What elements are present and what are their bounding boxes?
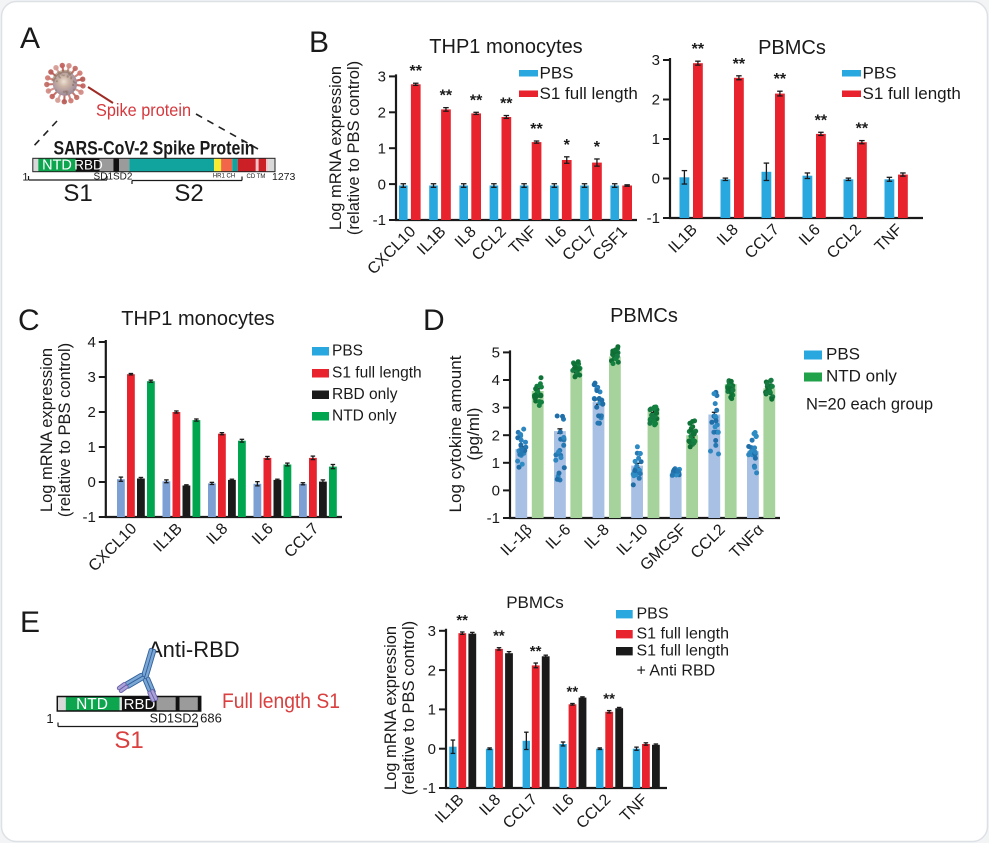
svg-text:4: 4	[87, 334, 95, 351]
svg-text:**: **	[530, 643, 542, 660]
svg-text:3: 3	[428, 623, 436, 640]
svg-text:**: **	[774, 71, 787, 88]
svg-text:D: D	[423, 304, 445, 337]
svg-text:PBMCs: PBMCs	[758, 37, 826, 59]
svg-text:1: 1	[46, 711, 53, 726]
svg-text:1: 1	[652, 131, 660, 148]
svg-text:RBD: RBD	[124, 696, 156, 713]
svg-text:PBS: PBS	[637, 606, 669, 623]
svg-text:Anti-RBD: Anti-RBD	[148, 637, 240, 662]
svg-text:THP1 monocytes: THP1 monocytes	[429, 36, 582, 58]
svg-text:**: **	[456, 612, 468, 629]
svg-text:(relative to PBS control): (relative to PBS control)	[56, 343, 74, 517]
svg-text:S1: S1	[114, 727, 143, 754]
svg-text:Log mRNA expression: Log mRNA expression	[38, 348, 56, 512]
svg-text:SD1SD2: SD1SD2	[94, 172, 133, 183]
svg-text:**: **	[856, 121, 869, 138]
svg-text:S1 full length: S1 full length	[540, 84, 638, 103]
svg-text:PBMCs: PBMCs	[610, 305, 678, 327]
svg-text:S1 full length: S1 full length	[332, 365, 422, 382]
svg-text:**: **	[815, 112, 828, 129]
svg-text:THP1 monocytes: THP1 monocytes	[121, 308, 274, 330]
svg-text:Spike protein: Spike protein	[96, 100, 191, 120]
svg-text:PBS: PBS	[826, 345, 860, 364]
svg-text:PBS: PBS	[332, 343, 363, 360]
svg-text:**: **	[603, 691, 615, 708]
svg-text:2: 2	[492, 427, 500, 444]
svg-text:1: 1	[492, 455, 500, 472]
svg-text:HR1 CH: HR1 CH	[213, 174, 235, 180]
svg-text:N=20 each group: N=20 each group	[806, 396, 933, 414]
svg-text:0: 0	[492, 483, 500, 500]
svg-text:**: **	[500, 96, 513, 113]
svg-text:5: 5	[492, 345, 500, 362]
svg-text:*: *	[594, 139, 601, 156]
svg-text:**: **	[470, 92, 483, 109]
svg-text:E: E	[20, 606, 40, 639]
svg-text:1: 1	[428, 702, 436, 719]
svg-text:Full length S1: Full length S1	[222, 690, 340, 713]
svg-text:-1: -1	[423, 780, 436, 797]
svg-text:PBS: PBS	[863, 64, 897, 83]
svg-text:*: *	[564, 137, 571, 154]
svg-text:-1: -1	[647, 210, 660, 227]
svg-text:(relative to PBS control): (relative to PBS control)	[400, 621, 418, 795]
svg-text:**: **	[440, 88, 453, 105]
svg-text:1: 1	[87, 439, 95, 456]
svg-text:0: 0	[378, 176, 386, 193]
svg-text:-1: -1	[487, 510, 500, 527]
svg-text:3: 3	[378, 69, 386, 86]
svg-text:CD TM: CD TM	[247, 174, 266, 180]
svg-text:4: 4	[492, 372, 500, 389]
svg-text:-1: -1	[373, 212, 386, 229]
svg-text:S1 full length: S1 full length	[637, 643, 730, 660]
svg-text:Log cytokine amount: Log cytokine amount	[446, 355, 465, 512]
svg-text:0: 0	[87, 474, 95, 491]
svg-text:3: 3	[492, 400, 500, 417]
svg-text:RBD: RBD	[74, 157, 103, 172]
svg-text:**: **	[493, 628, 505, 645]
svg-text:-1: -1	[82, 509, 95, 526]
svg-text:SARS-CoV-2 Spike Protein: SARS-CoV-2 Spike Protein	[54, 139, 255, 160]
svg-text:686: 686	[200, 711, 222, 726]
svg-text:PBS: PBS	[540, 64, 574, 83]
svg-text:B: B	[309, 26, 329, 59]
svg-text:+ Anti RBD: + Anti RBD	[637, 663, 716, 680]
svg-text:NTD only: NTD only	[826, 367, 897, 386]
svg-text:2: 2	[652, 92, 660, 109]
svg-text:SD1SD2: SD1SD2	[150, 712, 199, 726]
svg-text:S1: S1	[63, 180, 92, 207]
svg-text:3: 3	[87, 369, 95, 386]
svg-text:2: 2	[87, 404, 95, 421]
svg-text:2: 2	[378, 105, 386, 122]
svg-text:A: A	[20, 22, 40, 55]
svg-text:(pg/ml): (pg/ml)	[464, 408, 483, 461]
svg-text:**: **	[567, 684, 579, 701]
svg-text:S1 full length: S1 full length	[637, 626, 730, 643]
svg-text:0: 0	[652, 171, 660, 188]
svg-text:Log mRNA expression: Log mRNA expression	[382, 626, 400, 790]
svg-text:**: **	[692, 41, 705, 58]
svg-text:NTD only: NTD only	[332, 408, 397, 425]
svg-text:2: 2	[428, 662, 436, 679]
svg-text:C: C	[18, 304, 40, 337]
svg-text:PBMCs: PBMCs	[506, 593, 564, 612]
svg-text:NTD: NTD	[42, 157, 72, 173]
svg-text:Log mRNA expression: Log mRNA expression	[327, 66, 345, 230]
svg-text:3: 3	[652, 52, 660, 69]
svg-text:RBD only: RBD only	[332, 386, 398, 403]
svg-text:NTD: NTD	[76, 696, 108, 713]
svg-text:1: 1	[22, 172, 28, 184]
svg-text:1273: 1273	[272, 171, 296, 183]
svg-text:0: 0	[428, 741, 436, 758]
svg-text:**: **	[409, 63, 422, 80]
svg-text:1: 1	[378, 140, 386, 157]
svg-text:(relative to PBS control): (relative to PBS control)	[345, 61, 363, 235]
svg-text:**: **	[733, 56, 746, 73]
svg-text:S2: S2	[174, 180, 203, 207]
svg-text:S1 full length: S1 full length	[863, 84, 961, 103]
svg-text:**: **	[530, 121, 543, 138]
